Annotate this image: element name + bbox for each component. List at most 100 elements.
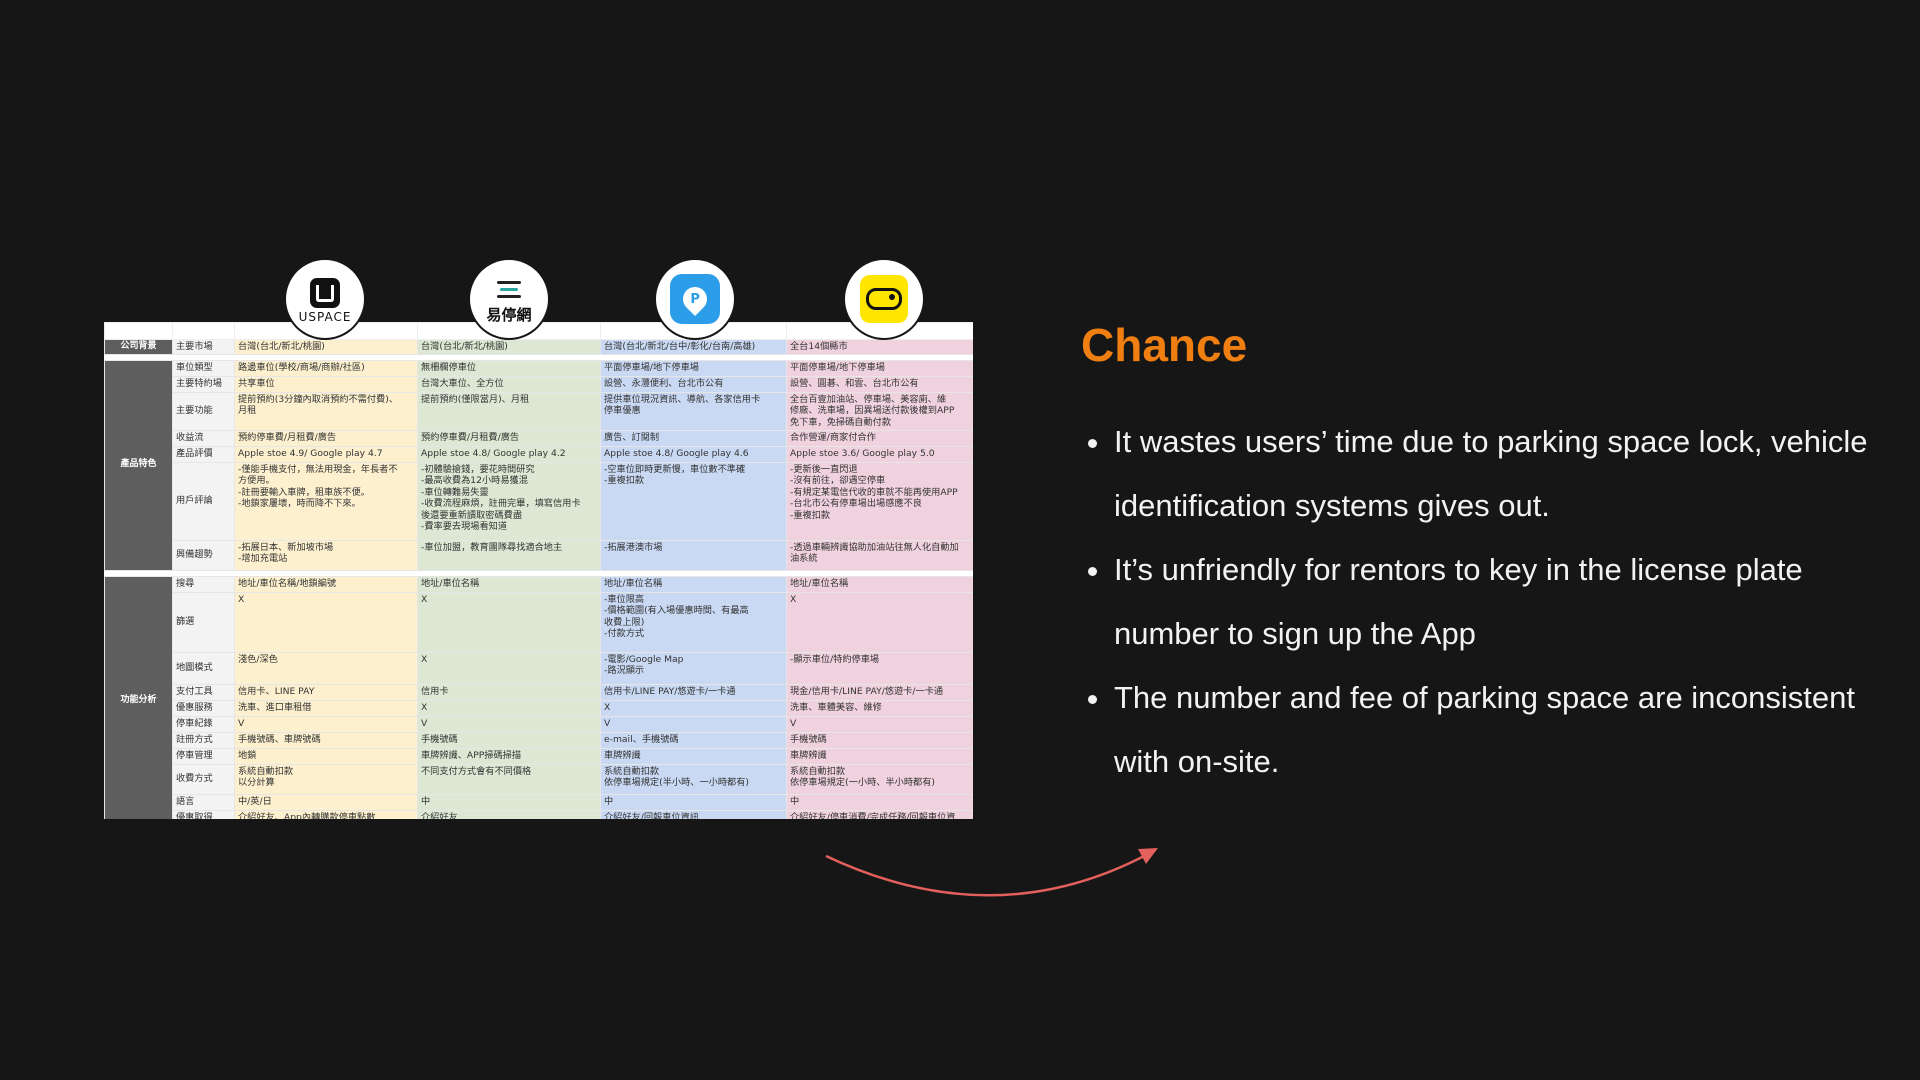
chance-bullet: The number and fee of parking space are … [1086, 666, 1886, 794]
header-cell [104, 322, 173, 340]
competitor-comparison-table: 公司背景 主要市場 台灣(台北/新北/桃園) 台灣(台北/新北/桃園) 台灣(台北/新北… [104, 322, 973, 819]
table-cell: 信用卡、LINE PAY [234, 683, 418, 701]
row-label: 主要特約場 [172, 375, 235, 393]
table-row: 公司背景 主要市場 台灣(台北/新北/桃園) 台灣(台北/新北/桃園) 台灣(台北/新北… [104, 339, 973, 355]
table-cell: 洗車、進口車租借 [234, 699, 418, 717]
row-label: 註冊方式 [172, 731, 235, 749]
table-cell: 介紹好友、App內轉購款停車點數 [234, 809, 418, 819]
section-label: 產品特色 [104, 359, 173, 571]
table-row: 註冊方式 手機號碼、車牌號碼 手機號碼 e-mail、手機號碼 手機號碼 [105, 731, 973, 749]
table-cell: 台灣(台北/新北/桃園) [234, 339, 418, 355]
table-cell: -車位加盟，教育團隊尋找適合地主 [417, 539, 601, 571]
table-cell: 台灣(台北/新北/桃園) [417, 339, 601, 355]
row-label: 用戶評論 [172, 461, 235, 541]
table-cell: e-mail、手機號碼 [600, 731, 787, 749]
table-cell: -僅能手機支付，無法用現金，年長者不 方便用。 -註冊要輸入車牌，租車族不便。 … [234, 461, 418, 541]
table-cell: 提前預約(3分鐘內取消預約不需付費)、 月租 [234, 391, 418, 431]
header-cell [172, 322, 235, 340]
table-cell: 系統自動扣款 以分計算 [234, 763, 418, 795]
table-cell: 全台14個縣市 [786, 339, 973, 355]
table-cell: 地址/車位名稱 [600, 575, 787, 593]
table-cell: 設營、圓碁、和雲、台北市公有 [786, 375, 973, 393]
table-cell: 系統自動扣款 依停車場規定(半小時、一小時都有) [600, 763, 787, 795]
table-cell: 提前預約(僅限當月)、月租 [417, 391, 601, 431]
table-cell: -更新後一直閃退 -沒有前往，卻遇空停車 -有規定某電信代收的車就不能再使用AP… [786, 461, 973, 541]
row-label: 收益流 [172, 429, 235, 447]
table-cell: 系統自動扣款 依停車場規定(一小時、半小時都有) [786, 763, 973, 795]
table-cell: 設營、永灃便利、台北市公有 [600, 375, 787, 393]
table-cell: 洗車、車體美容、維修 [786, 699, 973, 717]
table-cell: 路邊車位(學校/商場/商辦/社區) [234, 359, 418, 377]
table-cell: 淺色/深色 [234, 651, 418, 685]
parking-pin-logo: P [656, 260, 734, 338]
table-cell: X [417, 591, 601, 653]
table-cell: 提供車位現況資訊、導航、各家信用卡 停車優惠 [600, 391, 787, 431]
chance-title: Chance [1081, 319, 1248, 371]
table-cell: V [234, 715, 418, 733]
table-cell: 介紹好友/停車消費/完成任務/回報車位資 [786, 809, 973, 819]
table-row: 語言 中/英/日中中中 [105, 793, 973, 811]
table-cell: 預約停車費/月租費/廣告 [417, 429, 601, 447]
table-cell: Apple stoe 4.8/ Google play 4.6 [600, 445, 787, 463]
section-separator [104, 570, 973, 576]
table-cell: Apple stoe 3.6/ Google play 5.0 [786, 445, 973, 463]
table-cell: 地址/車位名稱/地鎖編號 [234, 575, 418, 593]
table-cell: X [600, 699, 787, 717]
table-cell: X [786, 591, 973, 653]
table-cell: 預約停車費/月租費/廣告 [234, 429, 418, 447]
table-row: 地圖模式 淺色/深色 X -電影/Google Map -路況顯示 -顯示車位/特約停車… [105, 651, 973, 685]
table-cell: 中 [417, 793, 601, 811]
table-cell: 平面停車場/地下停車場 [600, 359, 787, 377]
table-cell: 台灣(台北/新北/台中/彰化/台南/高雄) [600, 339, 787, 355]
table-row: 停車管理 地鎖 車牌辨識、APP掃碼掃描 車牌辨識 車牌辨識 [105, 747, 973, 765]
table-cell: 地址/車位名稱 [417, 575, 601, 593]
row-label: 優惠取得 [172, 809, 235, 819]
table-cell: 地址/車位名稱 [786, 575, 973, 593]
uspace-mark-icon [310, 278, 340, 308]
chance-bullet: It wastes users’ time due to parking spa… [1086, 410, 1886, 538]
curved-arrow-icon [825, 848, 1158, 897]
row-label: 停車紀錄 [172, 715, 235, 733]
table-cell: 地鎖 [234, 747, 418, 765]
table-row: 功能分析 搜尋 地址/車位名稱/地鎖編號 地址/車位名稱 地址/車位名稱 地址/車位名稱 [104, 575, 973, 819]
table-row: 停車紀錄 V V V V [105, 715, 973, 733]
table-cell: 無柵欄停車位 [417, 359, 601, 377]
section-separator [104, 354, 973, 360]
table-cell: X [417, 651, 601, 685]
table-cell: 車牌辨識 [786, 747, 973, 765]
row-label: 主要市場 [172, 339, 235, 355]
row-label: 搜尋 [172, 575, 235, 593]
table-cell: 共享車位 [234, 375, 418, 393]
yitingwang-logo: 易停網 [470, 260, 548, 338]
table-cell: 手機號碼 [786, 731, 973, 749]
table-cell: 手機號碼 [417, 731, 601, 749]
row-label: 產品評價 [172, 445, 235, 463]
row-label: 支付工具 [172, 683, 235, 701]
chance-bullet: It’s unfriendly for rentors to key in th… [1086, 538, 1886, 666]
row-label: 語言 [172, 793, 235, 811]
table-row: 支付工具 信用卡、LINE PAY 信用卡 信用卡/LINE PAY/悠遊卡/一卡通現… [105, 683, 973, 701]
table-row: 收益流 預約停車費/月租費/廣告 預約停車費/月租費/廣告 廣告、訂閱制 合作營運/商家… [105, 429, 973, 447]
car-icon [866, 288, 902, 310]
table-row: 主要功能 提前預約(3分鐘內取消預約不需付費)、 月租 提前預約(僅限當月)、月租提… [105, 391, 973, 431]
table-cell: 全台百壹加油站、停車場、美容廁、維 修廠、洗車場，因異場送付款後權到APP 免下… [786, 391, 973, 431]
table-row: 產品評價 Apple stoe 4.9/ Google play 4.7 Apple… [105, 445, 973, 463]
row-label: 篩選 [172, 591, 235, 653]
row-label: 地圖模式 [172, 651, 235, 685]
table-cell: -顯示車位/特約停車場 [786, 651, 973, 685]
table-header-row [104, 322, 973, 340]
table-cell: X [234, 591, 418, 653]
row-label: 收費方式 [172, 763, 235, 795]
yitingwang-bars-icon [497, 277, 521, 302]
table-row: 興備趨勢 -拓展日本、新加坡市場 -增加充電站 -車位加盟，教育團隊尋找適合地主 -拓… [105, 539, 973, 571]
table-cell: 現金/信用卡/LINE PAY/悠遊卡/一卡通 [786, 683, 973, 701]
table-cell: -電影/Google Map -路況顯示 [600, 651, 787, 685]
table-cell: 合作營運/商家付合作 [786, 429, 973, 447]
table-cell: 中 [600, 793, 787, 811]
uspace-logo: USPACE [286, 260, 364, 338]
table-row: 篩選 X X -車位限高 -價格範圍(有入場優惠時間、有最高 收費上限) -付款方式 X [105, 591, 973, 653]
table-cell: 中/英/日 [234, 793, 418, 811]
yitingwang-wordmark: 易停網 [486, 306, 532, 324]
table-cell: X [417, 699, 601, 717]
table-cell: -透過車輛辨識協助加油站往無人化自動加 油系統 [786, 539, 973, 571]
